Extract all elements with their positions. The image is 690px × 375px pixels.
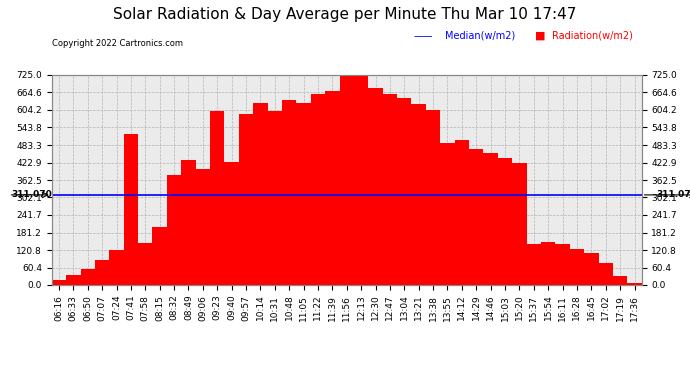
Bar [196,169,210,285]
Bar [52,280,66,285]
Bar [325,91,339,285]
Bar [297,102,310,285]
Bar [497,158,512,285]
Bar [138,243,152,285]
Bar [124,134,138,285]
Text: ——: —— [414,31,433,40]
Bar [613,276,627,285]
Bar [598,263,613,285]
Text: Copyright 2022 Cartronics.com: Copyright 2022 Cartronics.com [52,39,183,48]
Bar [339,76,354,285]
Text: ■: ■ [535,31,545,40]
Bar [627,283,642,285]
Bar [584,253,598,285]
Bar [555,244,570,285]
Text: Solar Radiation & Day Average per Minute Thu Mar 10 17:47: Solar Radiation & Day Average per Minute… [113,8,577,22]
Bar [81,269,95,285]
Bar [253,102,268,285]
Bar [512,164,526,285]
Text: 311.070: 311.070 [656,190,690,200]
Text: Median(w/m2): Median(w/m2) [445,31,515,40]
Bar [484,153,497,285]
Bar [181,160,196,285]
Bar [455,140,469,285]
Bar [354,75,368,285]
Bar [368,88,383,285]
Bar [268,111,282,285]
Bar [469,149,484,285]
Bar [109,250,124,285]
Bar [66,275,81,285]
Text: 311.070: 311.070 [11,190,52,200]
Bar [411,104,426,285]
Bar [526,244,541,285]
Bar [310,94,325,285]
Text: Radiation(w/m2): Radiation(w/m2) [552,31,633,40]
Bar [541,242,555,285]
Bar [397,98,411,285]
Bar [167,175,181,285]
Bar [383,94,397,285]
Bar [239,114,253,285]
Bar [95,260,109,285]
Bar [210,111,224,285]
Bar [426,110,440,285]
Bar [152,227,167,285]
Bar [570,249,584,285]
Bar [224,162,239,285]
Bar [440,143,455,285]
Bar [282,100,297,285]
